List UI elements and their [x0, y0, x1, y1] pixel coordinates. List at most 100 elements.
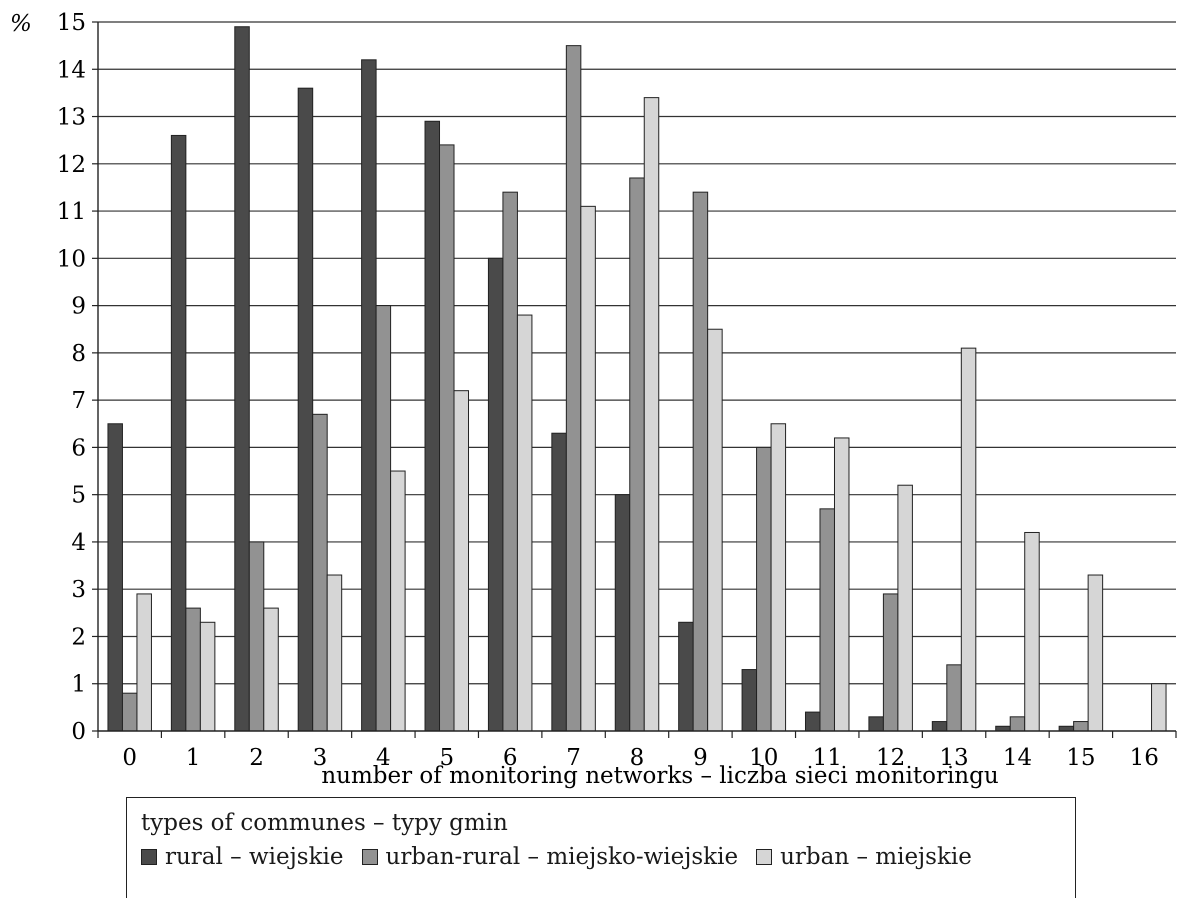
legend-items: rural – wiejskie urban-rural – miejsko-wi… — [141, 844, 972, 870]
bar-urban — [136, 593, 152, 732]
y-tick-label: 9 — [71, 294, 86, 320]
bar-urban — [707, 328, 723, 732]
bar-urban-rural — [819, 508, 835, 732]
bar-urban-rural — [1009, 716, 1026, 732]
bar-urban — [1087, 574, 1104, 732]
bar-rural — [487, 257, 504, 732]
bar-urban-rural — [692, 191, 709, 732]
y-tick-label: 7 — [71, 388, 86, 414]
bar-rural — [614, 494, 631, 732]
y-tick-label: 8 — [71, 341, 86, 367]
bar-urban — [960, 347, 977, 732]
y-tick-label: 15 — [57, 10, 86, 36]
bar-rural — [551, 432, 567, 732]
x-tick-label: 7 — [566, 745, 581, 771]
bar-urban-rural — [629, 177, 645, 732]
legend-item: urban-rural – miejsko-wiejskie — [361, 844, 739, 870]
y-tick-label: 14 — [57, 57, 86, 83]
bar-rural — [804, 711, 821, 732]
bar-urban — [516, 314, 533, 732]
bars — [107, 26, 1167, 732]
x-tick-label: 2 — [249, 745, 264, 771]
y-tick-label: 4 — [71, 530, 86, 556]
bar-urban — [833, 437, 850, 732]
bar-rural — [931, 721, 948, 732]
bar-urban — [453, 390, 470, 732]
x-tick-labels: 0 1 2 3 4 5 6 7 8 9 10 11 12 13 14 15 16 — [122, 745, 1159, 771]
bar-rural — [170, 134, 187, 732]
bar-urban — [263, 607, 279, 732]
x-tick-label: 1 — [186, 745, 201, 771]
bar-urban-rural — [312, 413, 328, 732]
y-tick-label: 6 — [71, 435, 86, 461]
legend-swatch — [141, 849, 157, 865]
bar-rural — [868, 716, 884, 732]
bar-urban — [199, 621, 216, 732]
y-tick-label: 5 — [71, 483, 86, 509]
bar-urban — [1151, 683, 1167, 732]
bar-urban — [580, 205, 596, 732]
y-tick-label: 3 — [71, 577, 86, 603]
x-tick-label: 4 — [376, 745, 391, 771]
bar-urban — [770, 423, 787, 732]
bar-rural — [424, 120, 441, 732]
bar-urban-rural — [375, 305, 392, 732]
x-tick-label: 8 — [630, 745, 645, 771]
bar-rural — [1058, 725, 1075, 732]
bar-urban-rural — [185, 607, 201, 732]
legend-swatch — [361, 849, 378, 865]
legend-swatch — [756, 849, 773, 865]
bar-urban-rural — [565, 45, 582, 732]
x-tick-label: 3 — [313, 745, 328, 771]
bar-urban — [643, 97, 660, 732]
bar-urban-rural — [502, 191, 518, 732]
x-tick-label: 13 — [939, 745, 968, 771]
bar-rural — [234, 26, 250, 732]
y-tick-label: 0 — [71, 719, 86, 745]
bar-rural — [297, 87, 314, 732]
bar-urban-rural — [756, 446, 772, 732]
x-tick-label: 5 — [439, 745, 454, 771]
y-tick-label: 12 — [57, 152, 86, 178]
x-tick-label: 15 — [1066, 745, 1095, 771]
y-axis-label: % — [10, 11, 32, 37]
bar-urban-rural — [1073, 721, 1089, 732]
legend-item: rural – wiejskie — [141, 844, 344, 870]
legend-label: urban – miejskie — [780, 844, 972, 870]
x-tick-label: 16 — [1130, 745, 1159, 771]
bar-urban-rural — [248, 541, 265, 732]
bar-urban — [1024, 531, 1040, 732]
x-tick-label: 9 — [693, 745, 708, 771]
bar-rural — [107, 423, 123, 732]
x-tick-label: 12 — [876, 745, 905, 771]
x-tick-label: 11 — [813, 745, 842, 771]
bar-rural — [361, 59, 377, 732]
y-tick-label: 13 — [57, 105, 86, 131]
bar-urban — [326, 574, 343, 732]
legend: types of communes – typy gmin rural – wi… — [126, 797, 1076, 898]
y-tick-label: 1 — [71, 672, 86, 698]
x-tick-label: 0 — [122, 745, 137, 771]
legend-label: rural – wiejskie — [165, 844, 344, 870]
y-tick-label: 11 — [57, 199, 86, 225]
bar-urban-rural — [882, 593, 899, 732]
x-tick-label: 10 — [749, 745, 778, 771]
bar-urban-rural — [946, 664, 962, 732]
bar-urban — [390, 470, 406, 732]
y-tick-label: 10 — [57, 246, 86, 272]
bar-urban-rural — [121, 692, 138, 732]
legend-label: urban-rural – miejsko-wiejskie — [385, 844, 739, 870]
bar-urban — [897, 484, 913, 732]
bar-rural — [741, 669, 758, 732]
bar-rural — [678, 621, 694, 732]
legend-item: urban – miejskie — [756, 844, 972, 870]
x-tick-label: 6 — [503, 745, 518, 771]
bar-urban-rural — [439, 144, 455, 732]
bar-rural — [995, 725, 1011, 732]
x-axis-label: number of monitoring networks – liczba s… — [321, 763, 998, 789]
axes — [92, 21, 1177, 738]
x-tick-label: 14 — [1003, 745, 1032, 771]
legend-title: types of communes – typy gmin — [141, 810, 508, 836]
